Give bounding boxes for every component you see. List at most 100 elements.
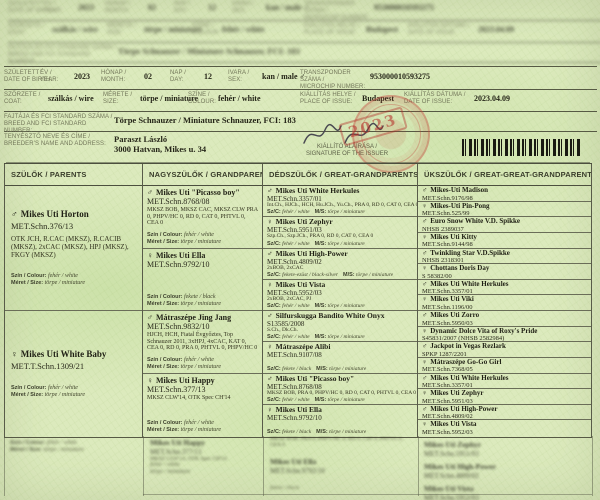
breeder-address: 3000 Hatvan, Mikes u. 34 <box>114 144 207 154</box>
registration-number: MET.Schn.525/99 <box>422 210 470 218</box>
titles: S.Ch., Dk.Ch. <box>267 327 298 333</box>
colour-size: Sz/C: fekete / black M/S: törpe / miniatu… <box>267 365 367 372</box>
great-great-grandparent-entry: ♀ Mikes-Uti Pin-Pong MET.Schn.525/99 <box>418 202 591 218</box>
sex-icon: ♂ <box>422 373 428 382</box>
registration-number: MET.T.Schn.1309/21 <box>11 360 85 371</box>
dog-name: ♀ Mátraszépe Alibi <box>267 342 331 352</box>
born-label: SZÜLETETT : DATE OF BIRTH: <box>4 70 53 83</box>
registration-number: MET.Schn.3357/01 <box>422 382 473 389</box>
great-grandparent-entry: ♂ Mikes Uti White Herkules MET.Schn.3357/… <box>263 186 417 218</box>
coat-value: szálkás / wire <box>48 94 94 103</box>
titles: 2xBOB, 2xCAC, PJ <box>267 295 312 302</box>
parents-column: SZÜLŐK / PARENTS ♂ Mikes Uti Horton MET.S… <box>4 164 143 437</box>
titles: MKSZ BOB, PRA 0, PHPV/HC 0, RD 0, CAT 0,… <box>267 389 416 396</box>
registration-number: MET.Schn.5950/03 <box>422 319 473 327</box>
dog-name: ♂ Mikes Uti "Picasso boy" <box>147 188 240 197</box>
colour-size: Szín / Colour: fehér / white Méret / Siz… <box>11 384 86 398</box>
titles: HJCH, HCH, Fiatal Évgyőztes, Top Schnauz… <box>147 332 258 351</box>
great-great-grandparent-entry: ♀ Mátraszépe Go-Go Girl MET.Schn.7368/05 <box>418 358 591 374</box>
grandparents-column: NAGYSZÜLŐK / GRANDPARENTS ♂Mikes Uti "Pi… <box>143 164 263 437</box>
sex-icon: ♂ <box>422 279 428 288</box>
registration-number: MET.Schn.5952/03 <box>267 288 322 297</box>
colour-size: Szín / Colour: fehér / white Méret / Siz… <box>147 420 222 433</box>
grandparent-entry: ♀ Mikes Uti Happy MET.Schn.377/13 MKSZ CL… <box>143 374 262 437</box>
titles: MKSZ BOB, MKSZ CAC, MKSZ CLW PRA 0, PHPV… <box>147 207 258 226</box>
dog-name: ♂ Mikes Uti High-Power <box>267 248 348 258</box>
titles: OTK JCH, R.CAC (MKSZ), R.CACIB (MKSZ), 2… <box>11 235 129 259</box>
dog-name: ♀ Mikes Uti Happy <box>147 375 215 385</box>
colour-size: Sz/C: fehér / white M/S: törpe / miniatur… <box>267 240 365 247</box>
parent-entry: ♂ Mikes Uti Horton MET.Schn.376/13 OTK JC… <box>5 186 142 311</box>
great-great-grandparent-entry: ♂ Mikes Uti White Herkules MET.Schn.3357/… <box>418 374 591 390</box>
date-of-issue-label: KIÁLLÍTÁS DÁTUMA / DATE OF ISSUE: <box>404 92 466 105</box>
registration-number: S13585/2008 <box>267 320 305 328</box>
registration-number: NHSB 2389037 <box>422 225 464 233</box>
registration-number: MET.Schn.9792/10 <box>267 413 322 422</box>
registration-number: MET.Schn.4809/02 <box>422 413 473 421</box>
dog-name: ♀ Chottans Doris Day <box>422 264 490 273</box>
sex-icon: ♀ <box>267 342 273 352</box>
breed-label: FAJTÁJA ÉS FCI STANDARD SZÁMA / BREED AND… <box>4 114 113 134</box>
sex-value: kan / male ♂ <box>262 72 306 81</box>
grandparent-entry: ♂ Mikes Uti "Picasso boy" MET.Schn.8768/0… <box>143 186 262 249</box>
colour-size: Sz/C: fekete-ezüst / black-silver M/S: tö… <box>267 271 394 278</box>
sex-icon: ♀ <box>267 217 273 227</box>
breeder-name: Paraszt László <box>114 134 168 144</box>
colour-size: Sz/C: fehér / white M/S: törpe / miniatur… <box>267 396 365 403</box>
sex-icon: ♂ <box>422 404 428 413</box>
great-great-grandparent-entry: ♀ Mikes Uti Vista MET.Schn.5952/03 <box>418 420 591 436</box>
dog-name: ♂ Mikes Uti High-Power <box>422 404 498 413</box>
sex-icon: ♀ <box>422 357 428 366</box>
dog-name: ♂ Jackpot in Vegas Rezlark <box>422 342 506 351</box>
colour-size: Sz/C: fehér / white M/S: törpe / miniatur… <box>267 334 365 341</box>
coat-label: SZŐRZETE / COAT: <box>4 92 41 105</box>
dog-name: ♀ Mikes Uti White Baby <box>11 348 107 359</box>
sex-icon: ♀ <box>422 420 428 429</box>
day-label: NAP / DAY: <box>170 70 187 83</box>
month-value: 02 <box>144 72 152 81</box>
sex-icon: ♂ <box>267 248 273 258</box>
sex-label: IVARA / SEX: <box>228 70 250 83</box>
parent-entry: ♀ Mikes Uti White Baby MET.T.Schn.1309/21… <box>5 311 142 436</box>
dog-name: ♂ Mikes Uti White Herkules <box>267 186 360 195</box>
great-grandparent-entry: ♀ Mikes Uti Ella MET.Schn.9792/10 Sz/C: f… <box>263 405 417 436</box>
registration-number: MET.Schn.4809/02 <box>267 257 322 266</box>
column-header-great-great-grandparents: ÜKSZÜLŐK / GREAT-GREAT-GRANDPARENTS <box>418 164 591 186</box>
registration-number: MET.Schn.1196/00 <box>422 303 473 311</box>
colour-size: Sz/C: fekete / black M/S: törpe / miniatu… <box>267 429 367 435</box>
great-great-grandparent-entry: ♂ Euro Snow White V.D. Spikke NHSB 238903… <box>418 217 591 233</box>
great-grandparents-column: DÉDSZÜLŐK / GREAT-GRANDPARENTS ♂ Mikes Ut… <box>263 164 418 437</box>
registration-number: MET.Schn.3357/01 <box>422 288 473 296</box>
registration-number: MET.Schn.7368/05 <box>422 366 473 374</box>
place-of-issue-label: KIÁLLÍTÁS HELYE / PLACE OF ISSUE: <box>300 92 356 105</box>
pedigree-table: SZÜLŐK / PARENTS ♂ Mikes Uti Horton MET.S… <box>4 163 592 438</box>
great-great-grandparent-entry: ♀ Chottans Doris Day S 58382/00 <box>418 264 591 280</box>
colour-size: Szín / Colour: fehér / white Méret / Siz… <box>147 356 222 370</box>
sex-icon: ♀ <box>147 375 153 385</box>
microchip-label: TRANSZPONDER SZÁMA / MICROCHIP NUMBER: <box>300 70 366 90</box>
great-great-grandparent-entry: ♀ Mikes Uti Kitty MET.Schn.9144/98 <box>418 233 591 249</box>
coat-row: SZŐRZETE / COAT: szálkás / wire MÉRETE / S… <box>4 89 597 112</box>
sex-icon: ♀ <box>422 295 428 304</box>
sex-icon: ♀ <box>422 201 428 210</box>
dog-name: ♂ Mikes Uti Horton <box>11 209 89 219</box>
great-great-grandparent-entry: ♀ Mikes Uti Zephyr MET.Schn.5951/03 <box>418 389 591 405</box>
sex-icon: ♂ <box>267 186 273 195</box>
great-great-grandparent-entry: ♀ Dynamic Dolce Vita of Roxy's Pride S458… <box>418 327 591 343</box>
sex-icon: ♂ <box>11 209 18 219</box>
great-grandparent-entry: ♀ Mikes Uti Vista MET.Schn.5952/03 2xBOB,… <box>263 280 417 311</box>
size-label: MÉRETE / SIZE: <box>103 92 133 105</box>
colour-size: Sz/C: fehér / white M/S: törpe / miniatur… <box>267 303 365 309</box>
registration-number: MET.Schn.8768/08 <box>147 197 210 206</box>
grandparent-entry: ♀ Mikes Uti Ella MET.Schn.9792/10 Szín / … <box>143 249 262 311</box>
dog-name: ♂ Twinkling Star V.D.Spikke <box>422 248 510 257</box>
titles: Int.Ch., HJCh., HCH, Hu.JCh., Yu.Ch., PR… <box>267 202 417 208</box>
ghost-bottom: Szín / Colour: fehér / white Méret / Siz… <box>0 436 600 500</box>
sex-icon: ♀ <box>267 279 273 289</box>
registration-number: MET.Schn.5952/03 <box>422 428 473 436</box>
dog-name: ♂ Euro Snow White V.D. Spikke <box>422 217 520 226</box>
dog-name: ♂ Mikes-Uti Madison <box>422 186 488 194</box>
breed-value: Törpe Schnauzer / Miniature Schnauzer, F… <box>114 115 296 125</box>
dog-name: ♀ Mikes Uti Ella <box>267 404 322 414</box>
